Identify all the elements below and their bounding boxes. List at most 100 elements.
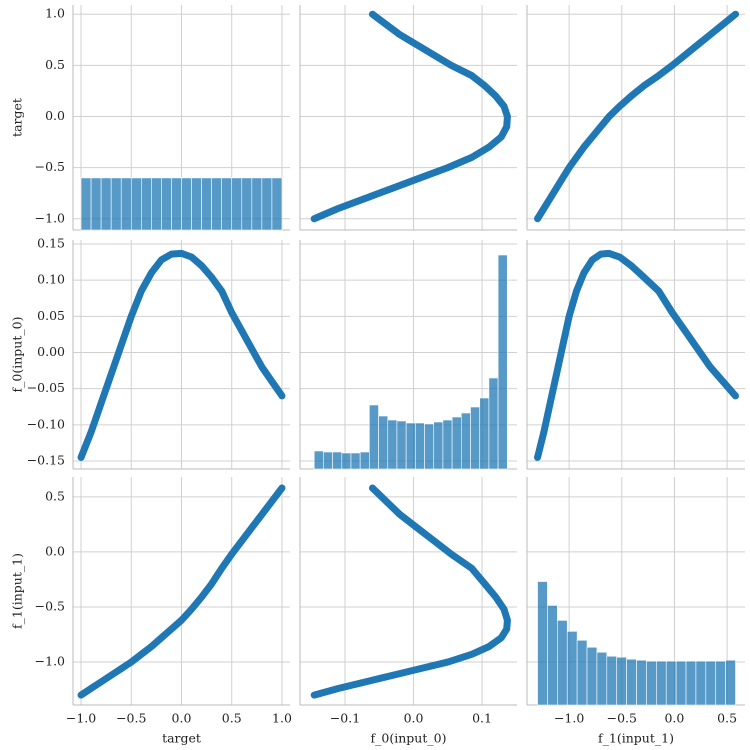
hist-bar (369, 404, 379, 470)
scatter-curve (534, 249, 740, 461)
hist-bar (685, 660, 697, 706)
hist-bar (606, 655, 618, 706)
hist-bar (251, 177, 263, 231)
hist-bar (479, 397, 490, 470)
x-tick-label: 0.5 (717, 711, 737, 726)
panel (526, 5, 745, 231)
hist-bar (130, 177, 142, 231)
hist-bar (460, 412, 471, 470)
hist-bar (151, 177, 162, 231)
hist-bar (415, 422, 425, 470)
x-tick-label: −0.1 (330, 711, 360, 726)
hist-bar (424, 423, 435, 470)
hist-bar (433, 421, 444, 470)
y-tick-label: −0.05 (27, 380, 65, 395)
hist-bar (715, 660, 726, 706)
y-axis-label: f_0(input_0) (10, 317, 25, 393)
hist-bar (586, 646, 598, 706)
hist-bar (120, 177, 132, 231)
x-axis-label: f_0(input_0) (371, 731, 447, 746)
hist-bar (405, 422, 416, 470)
x-tick-label: 0.0 (172, 711, 192, 726)
panel: −1.0 −0.5 0.0 0.5 f_1(input_1) −1.0 −0.5 0.0 0.5… (10, 477, 292, 746)
hist-bar (596, 651, 608, 706)
hist-bar (359, 451, 370, 470)
hist-bar (626, 658, 637, 706)
x-tick-label: −1.0 (554, 711, 584, 726)
scatter-curve (310, 10, 511, 223)
y-tick-label: −0.15 (27, 453, 65, 468)
hist-bar (576, 639, 588, 706)
hist-bar (141, 177, 152, 231)
panel: −1.0 −0.5 0.0 0.5 f_1(input_1) (526, 477, 745, 746)
hist-bar (675, 660, 687, 706)
hist-bar (537, 581, 548, 706)
panel: −0.15 −0.10 −0.05 0.00 0.05 0.10 0.15 f_0(input… (10, 235, 290, 470)
x-axis-label: f_1(input_1) (598, 731, 674, 746)
y-tick-label: −1.0 (35, 210, 65, 225)
x-tick-label: 0.5 (222, 711, 242, 726)
hist-bar (161, 177, 172, 231)
hist-bar (378, 415, 389, 470)
x-tick-label: 0.0 (404, 711, 424, 726)
scatter-curve (534, 10, 740, 223)
y-tick-label: −0.10 (27, 416, 65, 431)
panel (526, 240, 745, 470)
hist-bar (725, 659, 736, 706)
x-axis-label: target (162, 731, 201, 746)
hist-bar (557, 620, 568, 706)
hist-bar (470, 406, 481, 470)
hist-bar (665, 660, 677, 706)
y-tick-label: 0.10 (37, 272, 65, 287)
y-tick-label: −0.5 (35, 598, 65, 613)
hist-bar (442, 419, 453, 470)
hist-bar (705, 660, 717, 706)
x-tick-label: −0.5 (607, 711, 637, 726)
hist-bar (656, 660, 667, 706)
x-tick-label: 1.0 (272, 711, 292, 726)
y-tick-label: 0.5 (45, 57, 65, 72)
x-tick-label: −1.0 (66, 711, 96, 726)
hist-bar (271, 177, 283, 231)
y-tick-label: 0.05 (37, 308, 65, 323)
hist-bar (350, 452, 361, 470)
y-tick-label: 0.00 (37, 344, 65, 359)
hist-bar (341, 452, 352, 470)
y-tick-label: 0.15 (37, 235, 65, 250)
scatter-curve (77, 484, 286, 699)
panel (299, 5, 517, 231)
hist-bar (171, 177, 182, 231)
panel: −1.0 −0.5 0.0 0.5 1.0 target (10, 5, 290, 231)
hist-bar (211, 177, 222, 231)
panel: −0.1 0.0 0.1 f_0(input_0) (299, 477, 517, 746)
hist-bar (695, 660, 707, 706)
y-tick-label: 1.0 (45, 6, 65, 21)
hist-bar (396, 420, 407, 470)
hist-bar (241, 177, 253, 231)
scatter-curve (77, 249, 286, 461)
y-tick-label: −0.5 (35, 159, 65, 174)
x-tick-label: −0.5 (116, 711, 146, 726)
y-axis-label: target (10, 98, 25, 137)
y-tick-label: −1.0 (35, 654, 65, 669)
x-tick-label: 0.1 (472, 711, 492, 726)
y-tick-label: 0.5 (45, 488, 65, 503)
hist-bar (387, 419, 398, 470)
hist-bar (261, 177, 273, 231)
hist-bar (191, 177, 202, 231)
hist-bar (90, 177, 102, 231)
scatter-curve (310, 484, 511, 699)
hist-bar (332, 451, 343, 470)
y-tick-label: 0.0 (45, 108, 65, 123)
hist-bar (181, 177, 192, 231)
hist-bar (547, 605, 558, 706)
hist-bar (646, 660, 657, 706)
y-axis-label: f_1(input_1) (10, 553, 25, 629)
hist-bar (488, 377, 499, 470)
hist-bar (323, 451, 333, 470)
hist-bar (110, 177, 122, 231)
hist-bar (566, 631, 578, 706)
hist-bar (221, 177, 233, 231)
